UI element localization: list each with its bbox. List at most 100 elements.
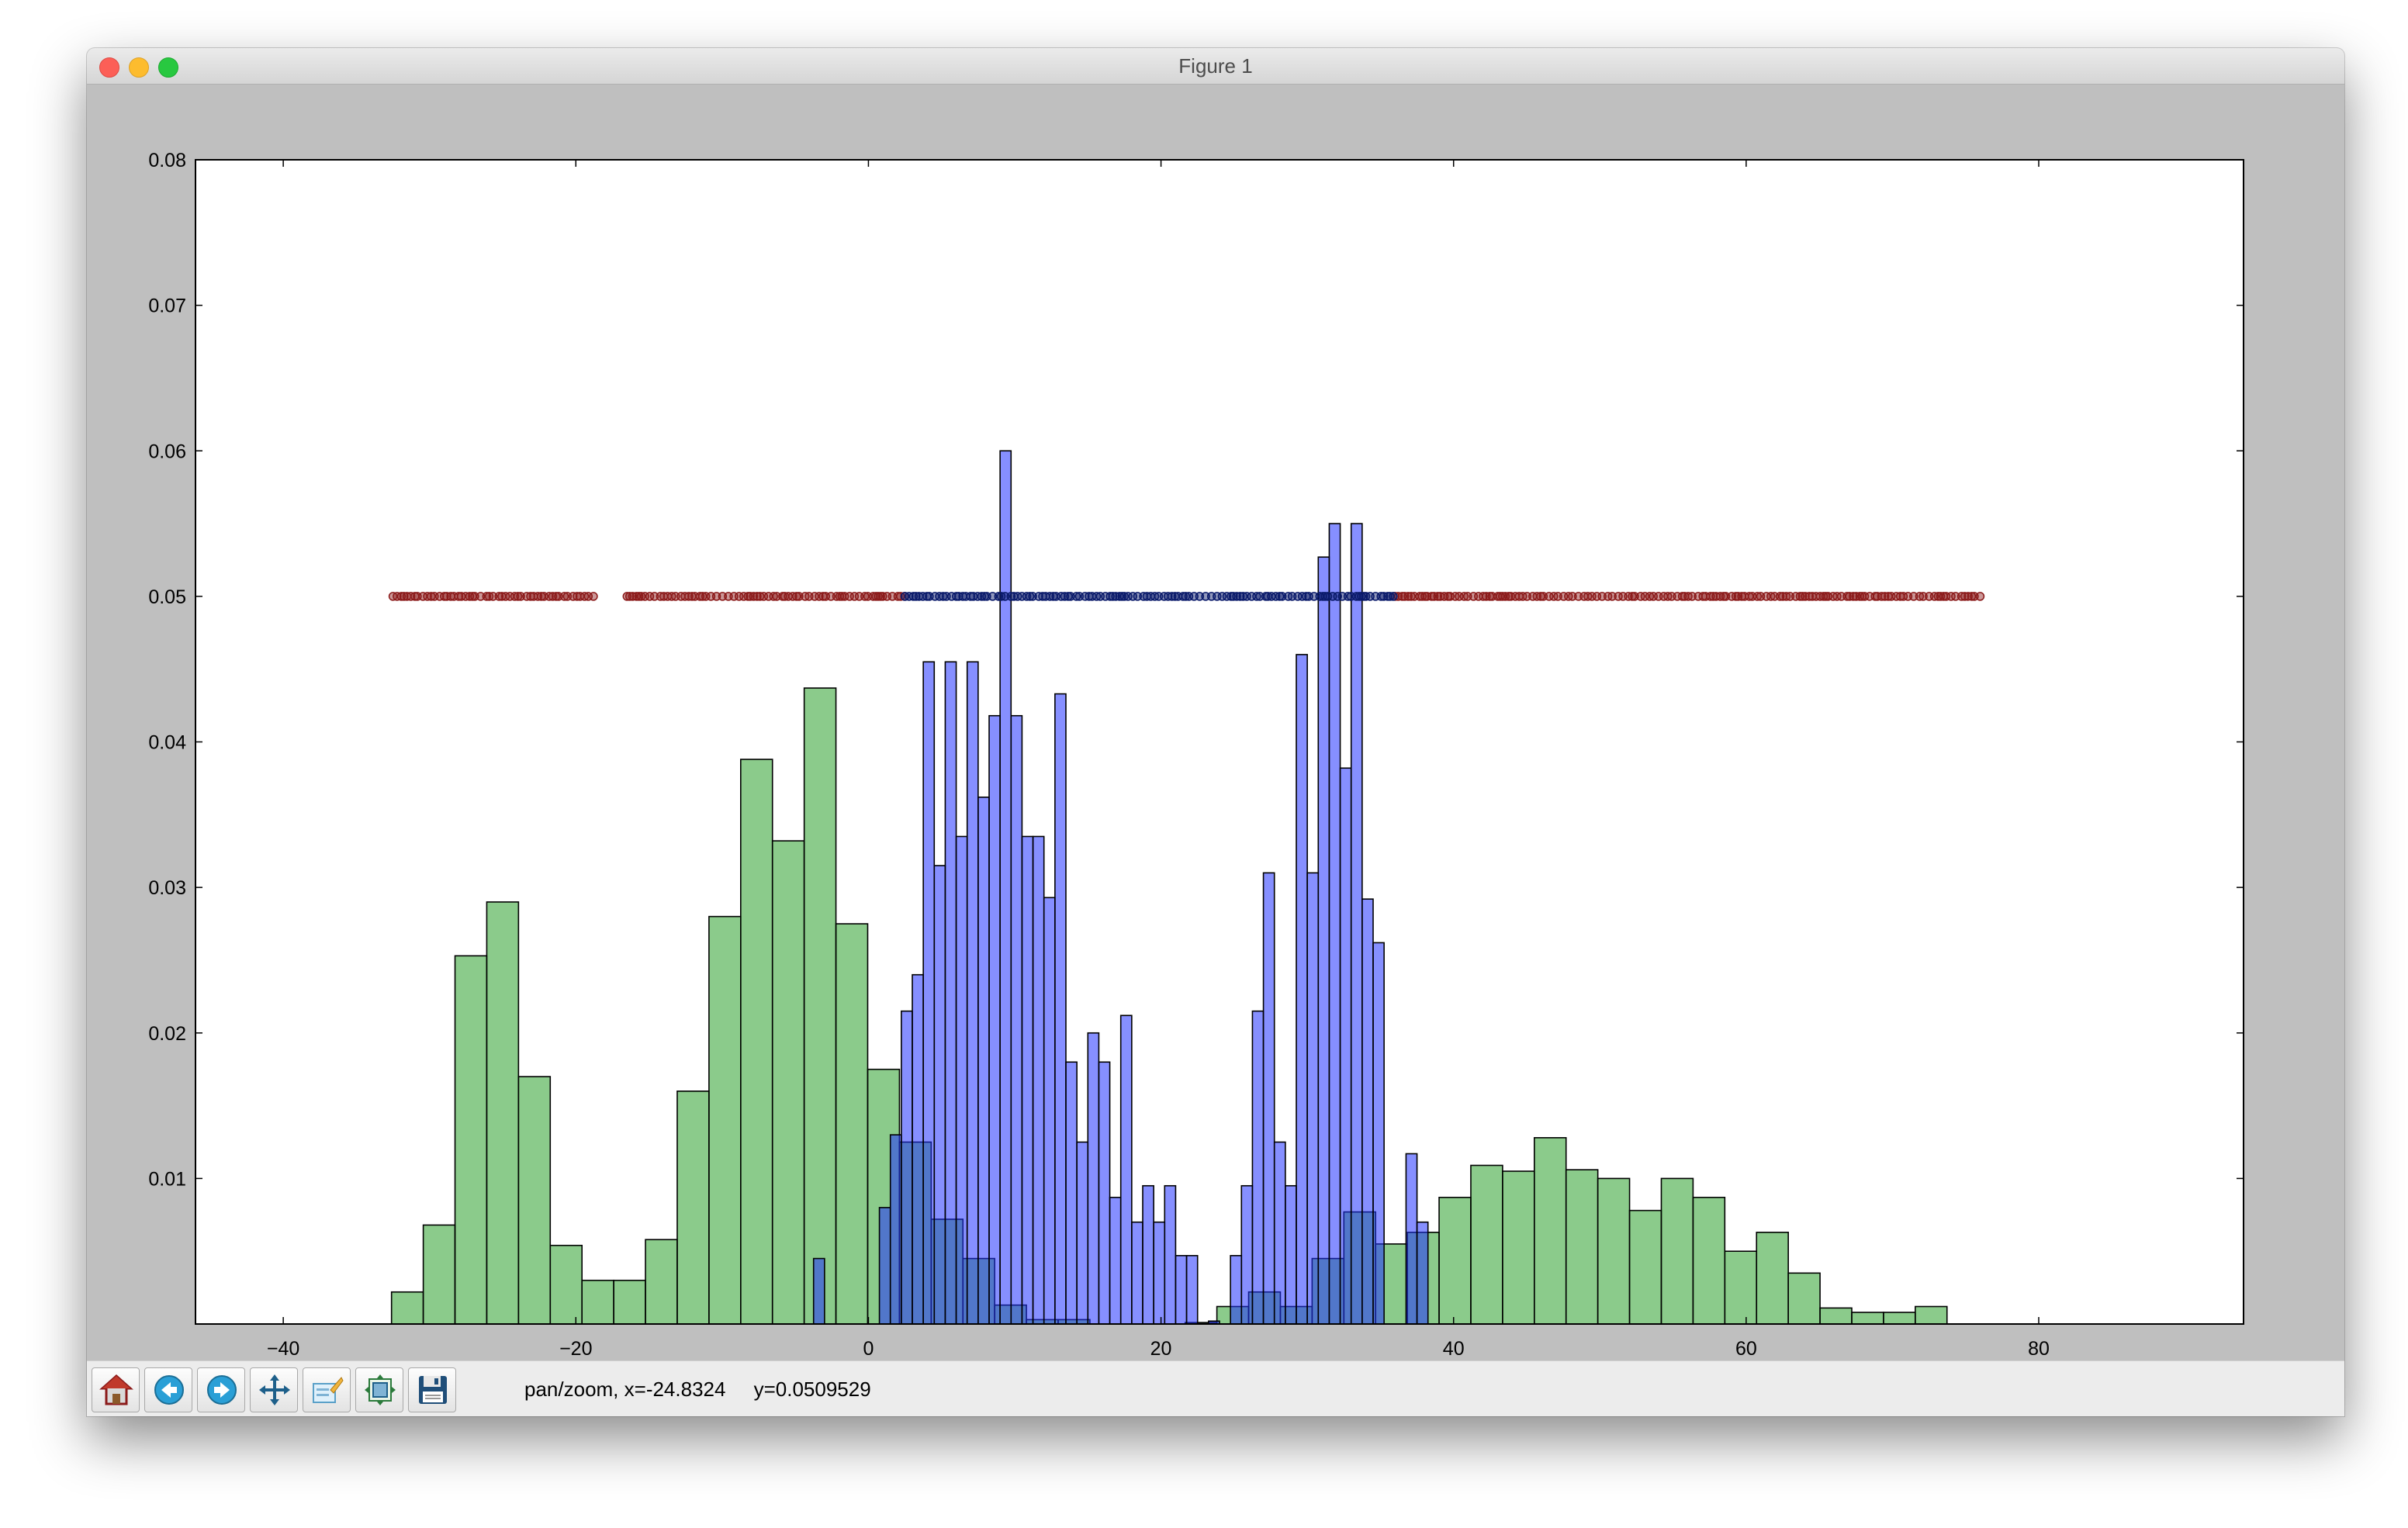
blue-histogram-bar (1339, 767, 1352, 1324)
minimize-window-button[interactable] (129, 57, 149, 78)
status-readout: pan/zoom, x=-24.8324 y=0.0509529 (524, 1361, 871, 1416)
green-histogram-bar (1915, 1305, 1948, 1324)
green-histogram-bar (517, 1076, 552, 1324)
red-scatter-point (1975, 592, 1985, 601)
green-histogram-bar (1470, 1164, 1503, 1324)
y-tick-label: 0.06 (148, 441, 186, 462)
blue-histogram-bar (1087, 1032, 1100, 1324)
red-scatter-point (1568, 592, 1577, 601)
green-histogram-bar (454, 955, 488, 1324)
blue-histogram-bar (1010, 714, 1023, 1324)
green-histogram-bar (581, 1279, 614, 1324)
blue-histogram-bar (1306, 872, 1320, 1324)
red-scatter-point (1628, 592, 1637, 601)
blue-histogram-bar (912, 973, 924, 1324)
histogram-chart[interactable]: −40 −20 0 20 40 60 80 0.01 0.02 0.03 0.04 0.05 0.06 0… (87, 85, 2344, 1360)
blue-histogram-bar (1285, 1184, 1297, 1324)
green-histogram-bar (771, 840, 805, 1324)
green-histogram-bar (1628, 1209, 1662, 1324)
blue-scatter-point (1357, 592, 1366, 601)
blue-histogram-bar (889, 1134, 902, 1324)
y-tick-label: 0.08 (148, 150, 186, 171)
red-scatter-point (1422, 592, 1432, 601)
x-tick-label: 20 (1150, 1338, 1172, 1360)
blue-histogram-bar (1164, 1184, 1177, 1324)
green-histogram-bar (676, 1091, 710, 1324)
title-bar: Figure 1 (87, 48, 2344, 85)
close-window-button[interactable] (99, 57, 119, 78)
blue-scatter-point (1389, 592, 1398, 601)
red-scatter-point (1433, 592, 1443, 601)
red-scatter-point (1687, 592, 1697, 601)
blue-histogram-bar (977, 796, 990, 1324)
pan-button[interactable] (250, 1367, 298, 1412)
navigation-toolbar: pan/zoom, x=-24.8324 y=0.0509529 (87, 1360, 2344, 1416)
blue-scatter-point (1117, 592, 1127, 601)
blue-histogram-bar (1273, 1141, 1286, 1324)
zoom-button[interactable] (303, 1367, 351, 1412)
back-arrow-icon (154, 1375, 184, 1405)
red-scatter-point (516, 592, 525, 601)
blue-histogram-bar (1131, 1221, 1143, 1324)
figure-window: Figure 1 −40 −20 0 20 40 60 80 0.01 0.02 0.03 0.04… (87, 48, 2344, 1416)
red-scatter-point (1708, 592, 1718, 601)
blue-scatter-point (966, 592, 975, 601)
save-button[interactable] (408, 1367, 456, 1412)
configure-subplots-button[interactable] (355, 1367, 403, 1412)
red-scatter-point (1849, 592, 1858, 601)
blue-histogram-bar (1361, 898, 1374, 1324)
blue-scatter-point (994, 592, 1004, 601)
blue-histogram-bar (1240, 1184, 1254, 1324)
y-tick-label: 0.01 (148, 1168, 186, 1190)
blue-histogram-bar (1185, 1255, 1199, 1324)
blue-histogram-bar (1098, 1061, 1111, 1324)
home-icon (99, 1374, 133, 1405)
blue-histogram-bar (1328, 523, 1341, 1324)
blue-histogram-bar (1405, 1153, 1418, 1324)
forward-button[interactable] (197, 1367, 245, 1412)
blue-scatter-point (1167, 592, 1177, 601)
status-mode-x: pan/zoom, x=-24.8324 (524, 1378, 726, 1401)
maximize-window-button[interactable] (158, 57, 178, 78)
subplots-icon (365, 1374, 396, 1405)
green-histogram-bar (1597, 1177, 1631, 1324)
red-scatter-point (1427, 592, 1437, 601)
red-scatter-point (1506, 592, 1516, 601)
blue-scatter-point (1000, 592, 1010, 601)
blue-histogram-bar (1054, 693, 1067, 1324)
blue-scatter-point (988, 592, 998, 601)
y-tick-label: 0.04 (148, 732, 186, 754)
blue-histogram-bar (878, 1207, 891, 1324)
red-scatter-point (488, 592, 498, 601)
green-histogram-bar (390, 1291, 424, 1324)
back-button[interactable] (144, 1367, 192, 1412)
green-histogram-bar (708, 915, 742, 1324)
green-histogram-bar (1438, 1196, 1472, 1324)
blue-histogram-bar (966, 661, 979, 1324)
green-histogram-bar (486, 901, 520, 1324)
blue-scatter-point (1277, 592, 1287, 601)
blue-histogram-bar (1230, 1255, 1243, 1324)
blue-scatter-point (1025, 592, 1035, 601)
x-tick-label: 0 (863, 1338, 874, 1360)
green-histogram-bar (803, 687, 837, 1324)
blue-histogram-bar (1076, 1141, 1089, 1324)
x-tick-label: −40 (267, 1338, 299, 1360)
blue-scatter-point (1181, 592, 1191, 601)
red-scatter-point (794, 592, 804, 601)
blue-scatter-point (952, 592, 961, 601)
blue-histogram-bar (955, 835, 968, 1324)
red-scatter-point (792, 592, 801, 601)
window-title: Figure 1 (1178, 54, 1253, 78)
red-scatter-point (1775, 592, 1785, 601)
blue-scatter-point (1071, 592, 1081, 601)
blue-histogram-bar (901, 1010, 913, 1324)
red-scatter-point (559, 592, 569, 601)
home-button[interactable] (92, 1367, 140, 1412)
red-scatter-point (1607, 592, 1617, 601)
plot-canvas[interactable]: −40 −20 0 20 40 60 80 0.01 0.02 0.03 0.04 0.05 0.06 0… (87, 85, 2344, 1360)
red-scatter-point (1797, 592, 1808, 601)
red-scatter-point (624, 592, 635, 601)
red-scatter-point (1967, 592, 1977, 601)
blue-scatter-point (1133, 592, 1143, 601)
